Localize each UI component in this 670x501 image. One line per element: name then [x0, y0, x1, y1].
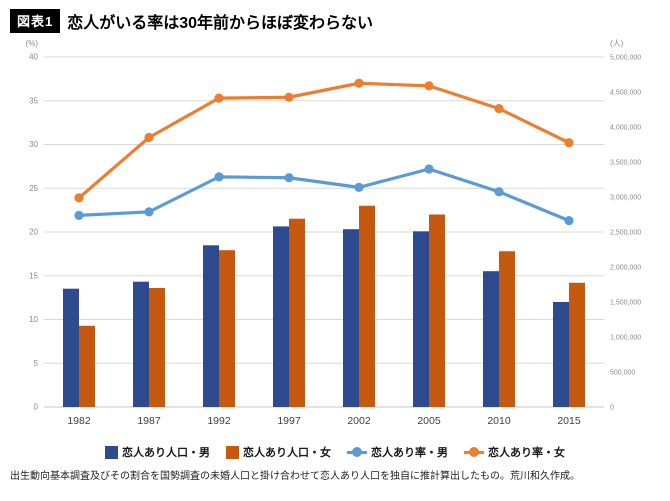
right-tick-label: 1,500,000 [610, 300, 641, 307]
right-tick-label: 4,000,000 [610, 125, 641, 132]
line-female [77, 81, 571, 200]
legend-line-dot-icon [464, 446, 484, 458]
bar-female [499, 251, 515, 407]
bar-female [289, 218, 305, 407]
line-marker [214, 93, 224, 103]
line-marker [354, 78, 364, 88]
x-tick-label: 2015 [557, 415, 581, 427]
legend-item-rate-female: 恋人あり率・女 [464, 444, 565, 460]
legend-item-rate-male: 恋人あり率・男 [347, 444, 448, 460]
left-tick-label: 30 [29, 140, 38, 149]
legend-item-pop-male: 恋人あり人口・男 [105, 444, 210, 460]
line-marker [214, 172, 224, 182]
left-tick-label: 5 [34, 359, 39, 368]
line-marker [74, 193, 84, 203]
legend-label: 恋人あり率・男 [371, 447, 448, 459]
x-tick-label: 1982 [67, 415, 91, 427]
bar-male [483, 271, 499, 407]
right-tick-label: 0 [610, 405, 614, 412]
x-tick-label: 2005 [417, 415, 441, 427]
legend-label: 恋人あり人口・女 [243, 447, 331, 459]
page-title: 恋人がいる率は30年前からほぼ変わらない [67, 15, 374, 32]
line-marker [144, 132, 154, 143]
bar-male [553, 302, 569, 407]
line-marker [564, 138, 574, 148]
bar-male [343, 229, 359, 407]
left-tick-label: 40 [29, 53, 38, 62]
right-tick-label: 3,500,000 [610, 160, 641, 167]
bar-female [149, 288, 165, 407]
legend-item-pop-female: 恋人あり人口・女 [226, 444, 331, 460]
left-tick-label: 25 [29, 184, 38, 193]
bar-female [429, 214, 445, 407]
left-tick-label: 35 [29, 96, 38, 105]
left-tick-label: 0 [34, 403, 39, 412]
chart-header: 図表1 恋人がいる率は30年前からほぼ変わらない [10, 9, 662, 33]
legend-line-dot-icon [347, 446, 367, 458]
legend-label: 恋人あり率・女 [488, 447, 565, 459]
line-male [77, 167, 571, 223]
legend-label: 恋人あり人口・男 [122, 447, 210, 459]
left-tick-label: 15 [29, 271, 38, 280]
right-tick-label: 500,000 [610, 370, 635, 377]
bar-female [569, 282, 585, 407]
line-marker [284, 92, 294, 102]
line-marker [354, 182, 364, 192]
source-note: 出生動向基本調査及びその割合を国勢調査の未婚人口と掛け合わせて恋人あり人口を独自… [10, 471, 580, 482]
chart-legend: 恋人あり人口・男 恋人あり人口・女 恋人あり率・男 恋人あり率・女 [8, 444, 662, 460]
left-tick-label: 10 [29, 315, 38, 324]
right-tick-label: 1,000,000 [610, 335, 641, 342]
legend-square-icon [105, 445, 118, 459]
bar-male [133, 281, 149, 407]
left-tick-label: 20 [29, 228, 38, 237]
line-marker [564, 216, 574, 226]
left-axis-unit: (%) [26, 39, 39, 48]
x-tick-label: 1992 [207, 415, 231, 427]
right-tick-label: 4,500,000 [610, 90, 641, 97]
right-tick-label: 3,000,000 [610, 195, 641, 202]
line-marker [74, 210, 84, 220]
line-marker [424, 164, 434, 174]
line-marker [494, 187, 504, 197]
figure-tag: 図表1 [10, 9, 61, 33]
right-axis-unit: (人) [610, 39, 624, 48]
bar-female [359, 205, 375, 407]
x-tick-label: 1987 [137, 415, 161, 427]
right-tick-label: 2,000,000 [610, 265, 641, 272]
bar-male [273, 226, 289, 407]
legend-square-icon [226, 445, 239, 459]
right-tick-label: 2,500,000 [610, 230, 641, 237]
x-tick-label: 2002 [347, 415, 371, 427]
chart-area: 0 5 10 15 20 25 30 35 40 0 500,000 1,000,000 1,500,0… [8, 37, 662, 442]
line-marker [494, 104, 504, 114]
bar-female [219, 250, 235, 407]
x-tick-label: 2010 [487, 415, 511, 427]
bar-female [79, 325, 95, 407]
right-tick-label: 5,000,000 [610, 55, 641, 62]
bar-male [63, 288, 79, 407]
bar-male [203, 245, 219, 407]
line-marker [144, 207, 154, 217]
line-marker [284, 173, 294, 183]
bar-male [413, 231, 429, 407]
combo-chart: 0 5 10 15 20 25 30 35 40 0 500,000 1,000,000 1,500,0… [26, 39, 642, 427]
line-marker [424, 81, 434, 91]
x-tick-label: 1997 [277, 415, 301, 427]
